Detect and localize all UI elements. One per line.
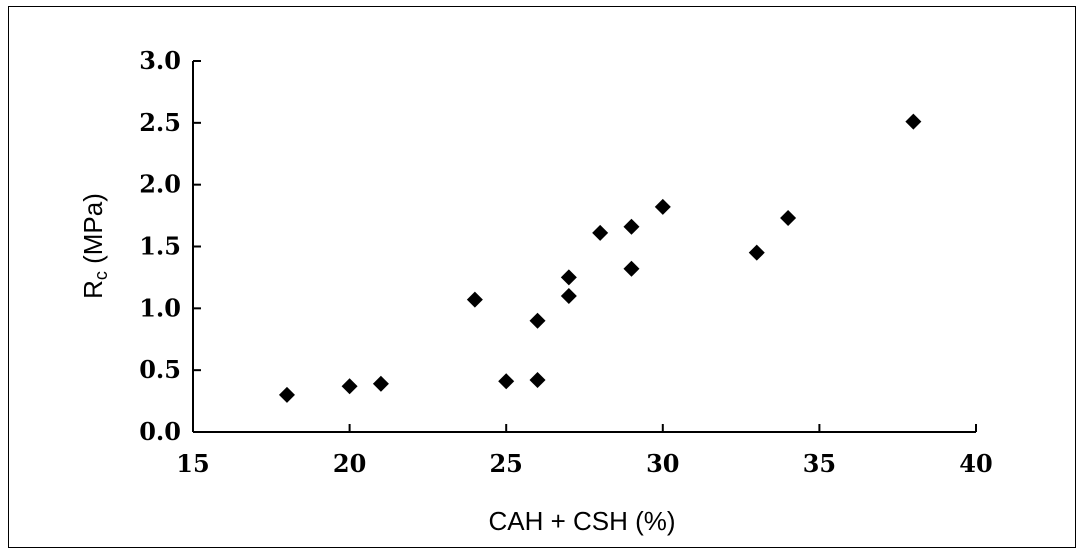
axes <box>192 61 976 433</box>
data-point <box>592 224 609 241</box>
y-tick-label: 2.5 <box>139 108 181 137</box>
x-tick-label: 30 <box>646 449 679 478</box>
y-axis-title-main: R <box>78 280 108 299</box>
y-tick-label: 1.5 <box>139 232 181 261</box>
data-point <box>278 386 295 403</box>
y-tick-label: 0.5 <box>139 355 181 384</box>
data-point <box>560 269 577 286</box>
data-point <box>905 113 922 130</box>
y-axis-ticks: 0.0 0.5 1.0 1.5 2.0 2.5 3.0 <box>139 46 201 446</box>
x-tick-label: 20 <box>333 449 366 478</box>
data-point <box>466 291 483 308</box>
data-point <box>748 244 765 261</box>
x-axis-ticks: 15 20 25 30 35 40 <box>176 424 993 478</box>
data-point <box>623 260 640 277</box>
y-axis-title: Rc (MPa) <box>78 193 111 299</box>
data-point <box>623 218 640 235</box>
x-tick-label: 40 <box>959 449 992 478</box>
y-tick-label: 2.0 <box>139 170 181 199</box>
data-point <box>529 372 546 389</box>
data-point <box>372 375 389 392</box>
data-point <box>654 198 671 215</box>
data-point <box>780 210 797 227</box>
y-tick-label: 3.0 <box>139 46 181 75</box>
y-tick-label: 1.0 <box>139 293 181 322</box>
data-point <box>498 373 515 390</box>
data-point <box>529 312 546 329</box>
chart-frame <box>8 6 1076 548</box>
data-point <box>560 287 577 304</box>
y-tick-label: 0.0 <box>139 417 181 446</box>
x-tick-label: 25 <box>489 449 522 478</box>
data-points <box>278 113 922 403</box>
y-axis-title-rest: (MPa) <box>78 193 108 271</box>
x-tick-label: 35 <box>803 449 836 478</box>
y-axis-title-subscript: c <box>91 271 111 280</box>
x-axis-title: CAH + CSH (%) <box>488 506 675 536</box>
data-point <box>341 378 358 395</box>
x-tick-label: 15 <box>176 449 209 478</box>
